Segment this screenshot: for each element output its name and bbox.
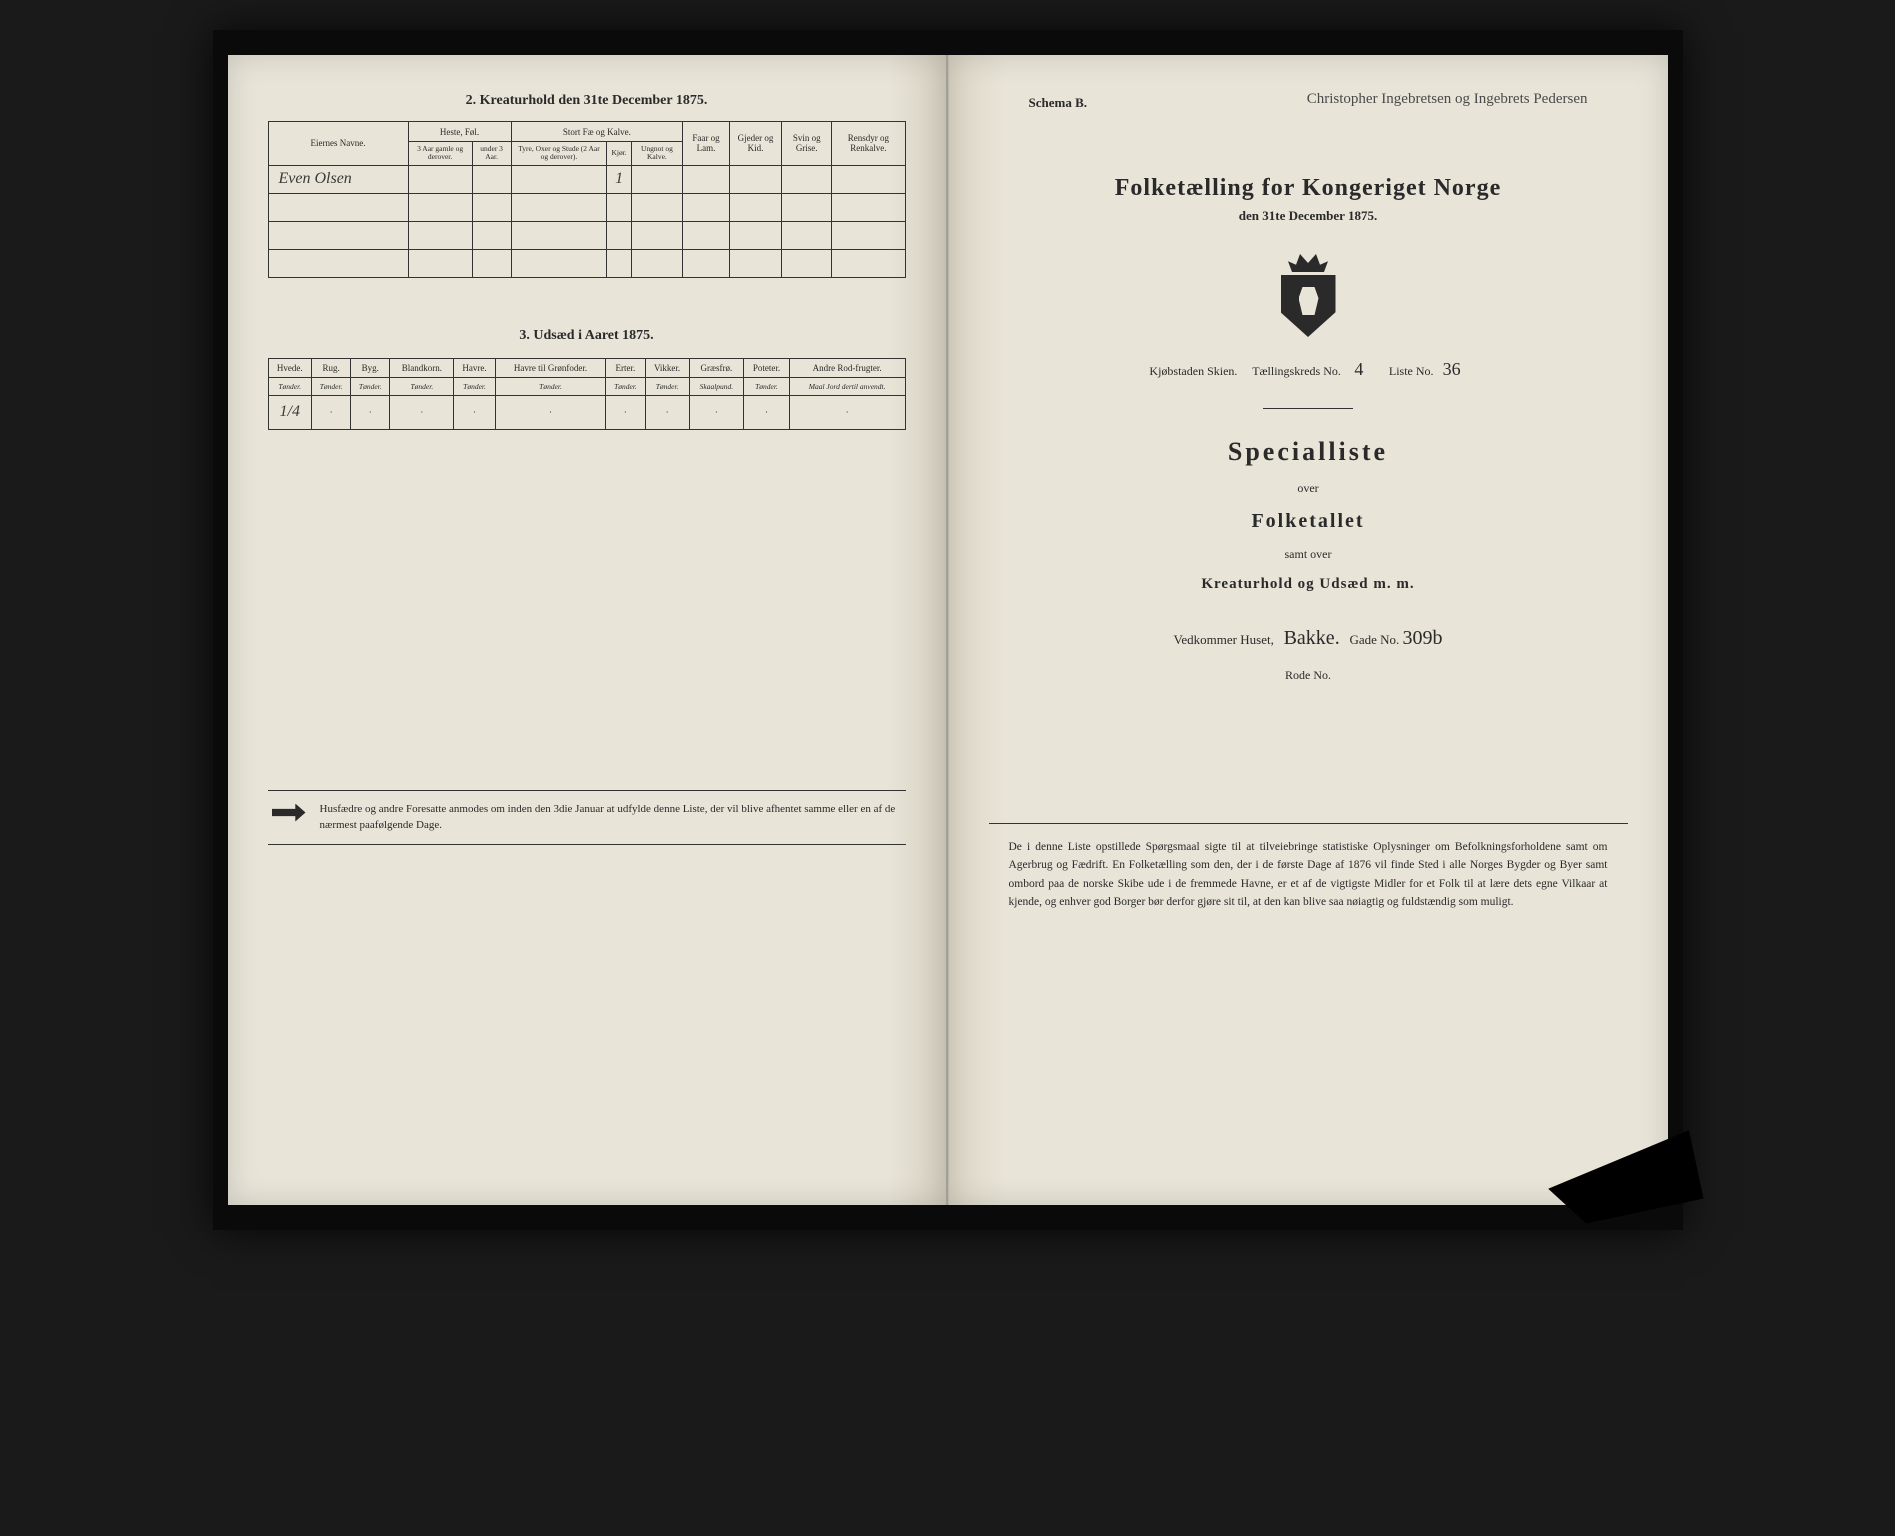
left-page: 2. Kreaturhold den 31te December 1875. E… [228,55,948,1205]
unit: Tønder. [268,377,311,395]
unit: Tønder. [311,377,350,395]
census-title-box: Folketælling for Kongeriget Norge den 31… [989,175,1628,224]
cell [511,165,607,193]
col: Andre Rod-frugter. [789,358,905,377]
unit: Tønder. [744,377,790,395]
col: Blandkorn. [390,358,454,377]
vedkommer-label: Vedkommer Huset, [1173,632,1273,647]
section2-title: 2. Kreaturhold den 31te December 1875. [268,93,906,109]
col-svin: Svin og Grise. [782,122,832,166]
cell [729,165,781,193]
cell: · [689,395,744,429]
specialliste-heading: Specialliste [989,437,1628,467]
right-page: Schema B. Christopher Ingebretsen og Ing… [948,55,1668,1205]
cell: · [311,395,350,429]
liste-value: 36 [1437,359,1467,380]
bottom-paragraph: De i denne Liste opstillede Spørgsmaal s… [989,823,1628,912]
col: Havre til Grønfoder. [495,358,606,377]
coat-of-arms-icon [1273,254,1343,339]
cell: 1 [607,165,631,193]
sub-fae-0: Tyre, Oxer og Stude (2 Aar og derover). [511,142,607,166]
unit: Tønder. [390,377,454,395]
gade-value: 309b [1403,627,1443,649]
crown-icon [1288,254,1328,272]
cell: · [744,395,790,429]
col-heste: Heste, Føl. [408,122,511,142]
cell [683,165,730,193]
col: Rug. [311,358,350,377]
table-row [268,221,905,249]
col-fae: Stort Fæ og Kalve. [511,122,683,142]
col: Hvede. [268,358,311,377]
cell [408,165,472,193]
shield-icon [1281,275,1336,337]
kreds-value: 4 [1344,359,1374,380]
cell: · [351,395,390,429]
house-name: Bakke. [1284,627,1340,649]
meta-line: Kjøbstaden Skien. Tællingskreds No. 4 Li… [989,359,1628,380]
unit: Tønder. [454,377,495,395]
rode-line: Rode No. [989,668,1628,683]
col: Erter. [606,358,645,377]
col: Vikker. [645,358,689,377]
page-corner-shadow [1542,1130,1703,1230]
kreaturhold-heading: Kreaturhold og Udsæd m. m. [989,576,1628,593]
col: Byg. [351,358,390,377]
col: Græsfrø. [689,358,744,377]
cell [631,165,682,193]
unit: Tønder. [645,377,689,395]
gade-label: Gade No. [1349,632,1399,647]
cell: · [645,395,689,429]
cell [782,165,832,193]
town-label: Kjøbstaden Skien. [1149,364,1237,378]
unit: Tønder. [351,377,390,395]
cell: · [495,395,606,429]
sub-fae-2: Ungnot og Kalve. [631,142,682,166]
col-gjeder: Gjeder og Kid. [729,122,781,166]
census-title: Folketælling for Kongeriget Norge [989,175,1628,202]
notice-text: Husfædre og andre Foresatte anmodes om i… [320,801,902,834]
sub-heste-0: 3 Aar gamle og derover. [408,142,472,166]
cell: · [789,395,905,429]
samt-over-text: samt over [989,547,1628,562]
table-row: 1/4 · · · · · · · · · · [268,395,905,429]
notice-box: Husfædre og andre Foresatte anmodes om i… [268,790,906,845]
table-row [268,193,905,221]
house-line: Vedkommer Huset, Bakke. Gade No. 309b [989,627,1628,650]
col: Havre. [454,358,495,377]
cell: · [454,395,495,429]
section3-title: 3. Udsæd i Aaret 1875. [268,328,906,344]
table-row [268,249,905,277]
unit: Tønder. [495,377,606,395]
col-faar: Faar og Lam. [683,122,730,166]
folketallet-heading: Folketallet [989,510,1628,533]
pointer-icon [272,804,306,822]
divider [1263,408,1353,409]
over-text: over [989,481,1628,496]
cell: · [390,395,454,429]
col-rensdyr: Rensdyr og Renkalve. [832,122,905,166]
kreds-label: Tællingskreds No. [1252,364,1341,378]
unit: Skaalpund. [689,377,744,395]
sub-heste-1: under 3 Aar. [472,142,511,166]
unit: Tønder. [606,377,645,395]
livestock-table: Eiernes Navne. Heste, Føl. Stort Fæ og K… [268,121,906,278]
cell: · [606,395,645,429]
owner-cell: Even Olsen [268,165,408,193]
cell [832,165,905,193]
seed-table: Hvede. Rug. Byg. Blandkorn. Havre. Havre… [268,358,906,430]
unit: Maal Jord dertil anvendt. [789,377,905,395]
cell: 1/4 [268,395,311,429]
liste-label: Liste No. [1389,364,1434,378]
col: Poteter. [744,358,790,377]
table-row: Even Olsen 1 [268,165,905,193]
sub-fae-1: Kjør. [607,142,631,166]
top-handwriting: Christopher Ingebretsen og Ingebrets Ped… [1307,91,1588,108]
book-spread: 2. Kreaturhold den 31te December 1875. E… [213,30,1683,1230]
schema-label: Schema B. [1029,95,1088,111]
census-subtitle: den 31te December 1875. [989,208,1628,224]
col-owner: Eiernes Navne. [268,122,408,166]
cell [472,165,511,193]
